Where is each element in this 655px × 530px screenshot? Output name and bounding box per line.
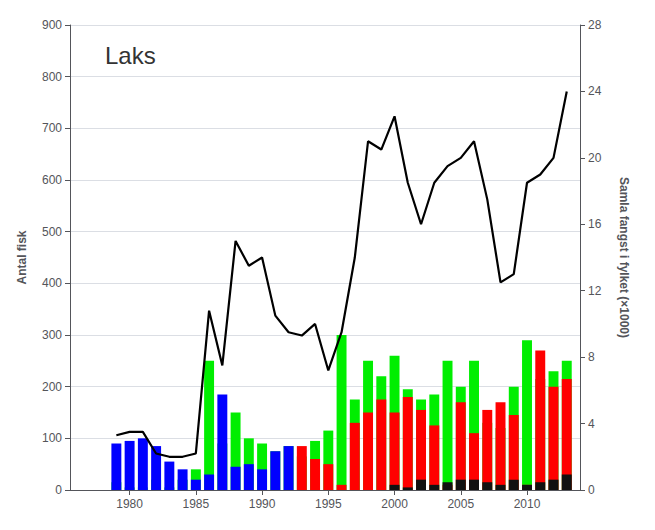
svg-text:Antal fisk: Antal fisk — [15, 230, 29, 284]
svg-text:2005: 2005 — [447, 497, 474, 511]
svg-text:2010: 2010 — [514, 497, 541, 511]
svg-text:2000: 2000 — [381, 497, 408, 511]
svg-text:300: 300 — [42, 328, 62, 342]
svg-text:800: 800 — [42, 70, 62, 84]
svg-text:Samla fangst i fylket (×1000): Samla fangst i fylket (×1000) — [617, 177, 631, 338]
svg-text:900: 900 — [42, 18, 62, 32]
svg-text:0: 0 — [588, 483, 595, 497]
svg-text:500: 500 — [42, 225, 62, 239]
svg-text:16: 16 — [588, 217, 602, 231]
svg-text:Laks: Laks — [105, 42, 156, 69]
svg-text:1995: 1995 — [315, 497, 342, 511]
svg-text:24: 24 — [588, 84, 602, 98]
svg-text:400: 400 — [42, 276, 62, 290]
svg-text:0: 0 — [55, 483, 62, 497]
svg-text:8: 8 — [588, 350, 595, 364]
svg-text:100: 100 — [42, 431, 62, 445]
svg-text:20: 20 — [588, 151, 602, 165]
svg-text:4: 4 — [588, 417, 595, 431]
svg-text:1990: 1990 — [249, 497, 276, 511]
svg-text:1980: 1980 — [116, 497, 143, 511]
svg-text:1985: 1985 — [182, 497, 209, 511]
svg-text:700: 700 — [42, 121, 62, 135]
svg-text:200: 200 — [42, 380, 62, 394]
svg-text:12: 12 — [588, 284, 602, 298]
svg-text:600: 600 — [42, 173, 62, 187]
svg-text:28: 28 — [588, 18, 602, 32]
